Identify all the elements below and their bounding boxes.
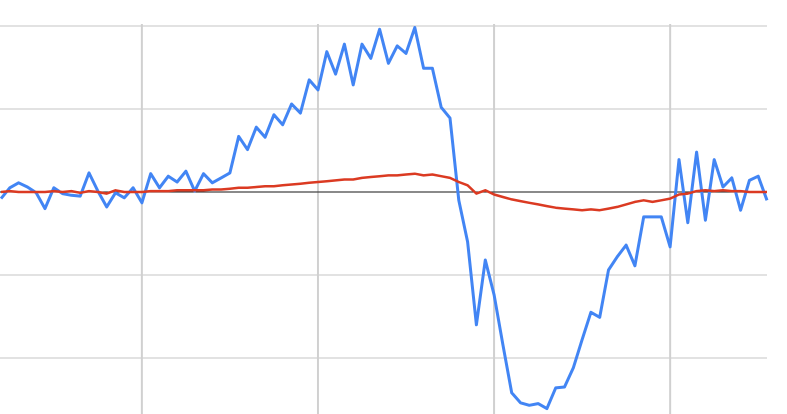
gridlines xyxy=(0,23,767,414)
series-2-line xyxy=(0,172,767,212)
series-lines xyxy=(0,26,769,411)
series-1-line xyxy=(0,26,769,411)
